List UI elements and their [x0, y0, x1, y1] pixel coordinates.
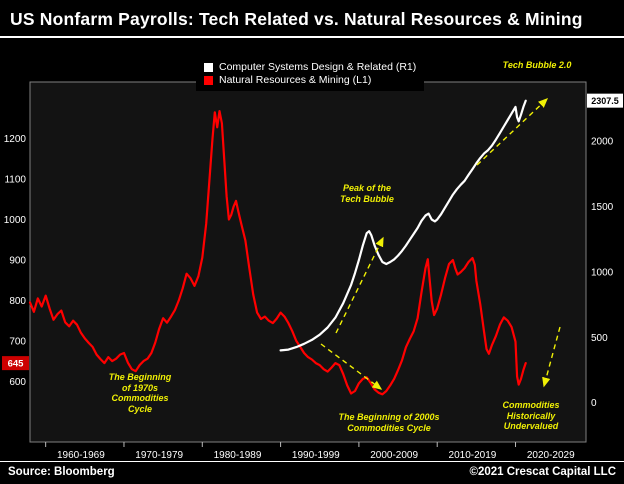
annotation-line: The Beginning — [108, 372, 172, 382]
x-axis-tick-label: 1990-1999 — [292, 450, 340, 461]
right-axis-tick-label: 1500 — [591, 202, 614, 213]
x-axis-tick-label: 1970-1979 — [135, 450, 183, 461]
series-line-natural-resources — [28, 109, 527, 396]
left-axis-tick-label: 1100 — [4, 175, 26, 186]
legend-label: Computer Systems Design & Related (R1) — [219, 61, 417, 73]
chart-title: US Nonfarm Payrolls: Tech Related vs. Na… — [10, 9, 583, 29]
left-axis-value-marker — [2, 356, 29, 371]
trend-arrow — [476, 98, 549, 166]
legend-label: Natural Resources & Mining (L1) — [219, 74, 372, 86]
annotation-line: Tech Bubble — [340, 193, 394, 204]
copyright-label: ©2021 Crescat Capital LLC — [469, 466, 616, 478]
left-axis-tick-label: 700 — [9, 336, 26, 347]
annotation-line: Commodities — [502, 400, 560, 410]
legend-item: Natural Resources & Mining (L1) — [204, 74, 416, 86]
right-axis-tick-label: 500 — [591, 333, 608, 344]
series-line-computer-systems — [279, 99, 527, 352]
left-axis-tick-label: 600 — [9, 377, 26, 388]
right-axis-tick-label: 0 — [591, 398, 597, 409]
annotation-line: Commodities — [111, 393, 169, 403]
chart-annotation: Tech Bubble 2.0 — [503, 60, 572, 71]
right-axis-tick-label: 2000 — [591, 136, 614, 147]
x-axis-tick-label: 2010-2019 — [449, 450, 497, 461]
annotation-line: Commodities Cycle — [347, 422, 431, 433]
chart-legend: Computer Systems Design & Related (R1) Na… — [196, 57, 425, 91]
title-divider — [0, 36, 624, 38]
left-axis-tick-label: 1000 — [4, 215, 27, 226]
left-axis-value-marker-label: 645 — [8, 359, 25, 370]
chart-annotation: Peak of the Tech Bubble — [340, 183, 394, 204]
left-axis-tick-label: 800 — [9, 296, 26, 307]
legend-swatch — [204, 75, 213, 85]
right-axis-value-marker — [587, 93, 623, 108]
footer-divider — [0, 461, 624, 462]
chart-annotation: The Beginning of 2000s Commodities Cycle — [338, 412, 439, 433]
x-axis-tick-label: 2000-2009 — [370, 450, 418, 461]
annotation-line: The Beginning of 2000s — [338, 412, 440, 422]
left-axis-tick-label: 900 — [9, 255, 26, 266]
chart-annotation: The Beginning of 1970s Commodities Cycle — [109, 372, 172, 414]
x-axis-tick-label: 2020-2029 — [527, 450, 575, 461]
annotation-line: Peak of the — [342, 183, 392, 193]
annotation-line: Historically — [506, 410, 556, 421]
source-label: Source: Bloomberg — [8, 466, 115, 478]
annotation-line: of 1970s — [121, 382, 159, 393]
trend-arrow — [320, 343, 383, 390]
chart-annotation: Commodities Historically Undervalued — [502, 400, 559, 432]
legend-swatch — [204, 62, 213, 72]
left-axis-tick-label: 1200 — [4, 134, 27, 145]
annotation-line: Undervalued — [503, 421, 559, 431]
legend-item: Computer Systems Design & Related (R1) — [204, 61, 416, 73]
trend-arrow — [542, 326, 561, 388]
right-axis-value-marker-label: 2307.5 — [591, 96, 619, 106]
annotation-line: Cycle — [127, 403, 153, 414]
x-axis-tick-label: 1980-1989 — [214, 450, 262, 461]
annotation-line: Tech Bubble 2.0 — [502, 60, 572, 70]
x-axis-tick-label: 1960-1969 — [57, 450, 105, 461]
right-axis-tick-label: 1000 — [591, 267, 614, 278]
